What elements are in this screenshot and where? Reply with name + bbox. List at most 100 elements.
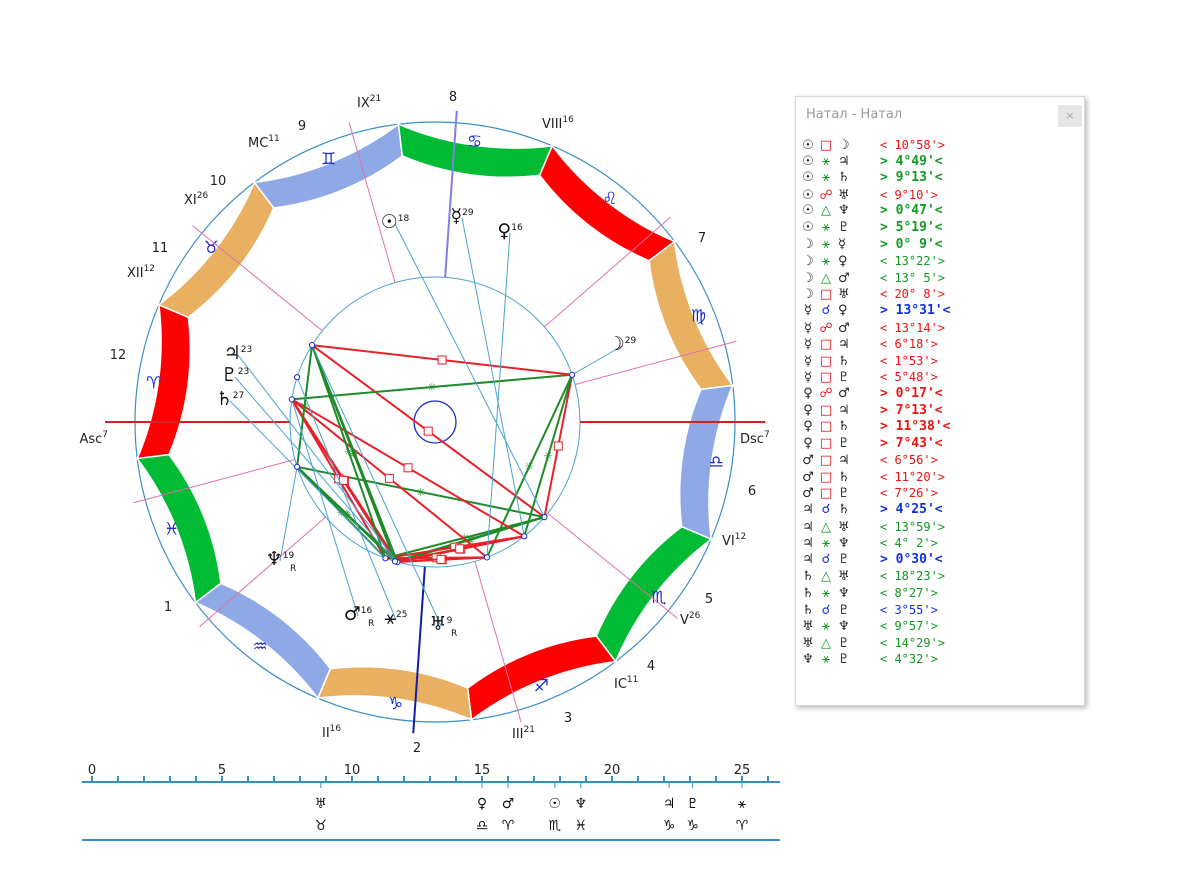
planet-glyph: ♃ <box>838 453 850 469</box>
planet-glyph: ☽ <box>838 138 850 153</box>
aspect-glyph: ☌ <box>821 302 831 318</box>
planet-glyph-saturn: ♄27 <box>216 388 245 410</box>
planet-pointer-line <box>279 466 298 562</box>
aspect-orb: < 13° 5'> <box>880 270 946 285</box>
aspect-row: ☿ ☍ ♂ < 13°14'> <box>800 320 950 337</box>
planet-glyph-sun: ☉18 <box>381 211 410 233</box>
square-mark <box>455 544 465 554</box>
planet-glyph: ☉ <box>802 219 814 235</box>
house-cusp-label: Asc7 <box>79 430 108 447</box>
planet-glyph: ♂ <box>838 320 850 336</box>
aspect-orb: > 7°13'< <box>880 402 943 418</box>
planet-point <box>293 374 301 381</box>
planet-glyph-neptune: ♆19 <box>266 548 295 570</box>
planet-glyph-uranus: ♅9 <box>430 613 453 635</box>
house-number: 6 <box>748 484 756 499</box>
aspect-glyph: △ <box>821 635 831 651</box>
aspect-glyph: △ <box>821 569 831 585</box>
house-cusp-lines <box>105 110 765 734</box>
aspect-glyph: △ <box>821 519 831 535</box>
aspect-glyph: □ <box>819 435 833 451</box>
aspect-row: ☉ ☍ ♅ < 9°10'> <box>800 187 950 204</box>
aspect-window[interactable]: Натал - Натал × ☉ □ ☽ < 10°58'> ☉ ⚹ ♃ > 4°49'< ☉… <box>795 96 1085 706</box>
aspect-mark: ✳ <box>344 446 353 459</box>
ruler-sign-glyph: ♑ <box>663 818 676 834</box>
aspect-row: ♂ □ ♄ < 11°20'> <box>800 469 950 486</box>
planet-glyph: ♃ <box>838 402 850 418</box>
planet-glyph: ♄ <box>838 353 850 369</box>
aspect-orb: > 4°25'< <box>880 502 943 518</box>
zodiac-sign-glyph: ♒ <box>253 637 268 657</box>
planet-layer: ☉18 ☿29♀16☽29♃23♇23♄27♆19R♂16R ⚹25 ♅9R <box>216 205 637 639</box>
planet-glyph: ♃ <box>802 551 814 567</box>
aspect-row: ☽ □ ♅ < 20° 8'> <box>800 286 950 303</box>
house-number: 10 <box>210 174 227 189</box>
house-cusp-label: III21 <box>512 725 535 742</box>
aspect-line <box>311 344 396 562</box>
aspect-mark: ✳ <box>544 450 553 463</box>
house-cusp-label: IC11 <box>614 675 638 692</box>
aspect-glyph: ⚹ <box>822 586 830 602</box>
square-mark <box>423 426 433 436</box>
close-button[interactable]: × <box>1058 105 1082 127</box>
planet-glyph: ♅ <box>802 619 814 635</box>
planet-glyph-mars: ♂16 <box>344 603 373 625</box>
planet-pointer-line <box>234 376 396 562</box>
house-number: 5 <box>705 592 713 607</box>
aspect-row: ♀ □ ♃ > 7°13'< <box>800 403 950 420</box>
aspect-orb: < 4° 2'> <box>880 536 938 551</box>
planet-glyph: ♇ <box>838 486 850 502</box>
aspect-orb: < 18°23'> <box>880 569 946 584</box>
aspect-mark: ✳ <box>465 533 474 546</box>
aspect-grid: ✳✳✳✳✳✳✳✳✳✳✳✳✳✳ <box>290 344 574 565</box>
planet-glyph: ♀ <box>803 402 813 418</box>
aspect-mark: ✳ <box>427 381 436 394</box>
aspect-orb: > 9°13'< <box>880 170 943 186</box>
planet-pointer-line <box>486 232 511 558</box>
aspect-glyph: ☍ <box>819 187 833 203</box>
house-cusp-label: MC11 <box>248 134 280 151</box>
planet-glyph: ♇ <box>838 551 850 567</box>
aspect-glyph: ☍ <box>819 320 833 336</box>
aspect-glyph: ☍ <box>819 385 833 401</box>
house-number: 3 <box>564 711 572 726</box>
planet-glyph: ♅ <box>838 519 850 535</box>
natal-chart: ♈♉♊♋♌♍♎♏♐♑♒♓ ✳✳✳✳✳✳✳✳✳✳✳✳✳✳ ☉18☿29♀16☽29… <box>79 90 780 841</box>
zodiac-sign-glyph: ♉ <box>204 238 219 258</box>
planet-glyph: ♃ <box>838 337 850 353</box>
aspect-row: ☉ ⚹ ♄ > 9°13'< <box>800 170 950 187</box>
house-number: 7 <box>698 231 706 246</box>
aspect-window-title: Натал - Натал <box>806 107 903 122</box>
aspect-line <box>523 374 574 537</box>
aspect-orb: < 1°53'> <box>880 353 938 368</box>
planet-point <box>391 558 399 565</box>
planet-glyph: ♄ <box>838 502 850 518</box>
planet-point <box>293 463 301 470</box>
ruler-tick-label: 25 <box>734 763 751 778</box>
planet-glyph: ☿ <box>804 353 812 369</box>
house-number: 9 <box>298 119 306 134</box>
aspect-row: ☿ □ ♄ < 1°53'> <box>800 353 950 370</box>
ruler-planet-glyph: ☉ <box>549 796 562 812</box>
zodiac-sign-glyph: ♌ <box>602 189 617 209</box>
planet-glyph: ☉ <box>802 203 814 219</box>
aspect-glyph: □ <box>819 469 833 485</box>
aspect-glyph: □ <box>819 419 833 435</box>
house-cusp-line <box>133 459 296 504</box>
aspect-row: ♂ □ ♇ < 7°26'> <box>800 485 950 502</box>
aspect-orb: < 9°10'> <box>880 187 938 202</box>
planet-glyph: ♄ <box>838 469 850 485</box>
house-cusp-labels: Asc7 II16 III21 IC11 V26 VI12 Dsc7 VIII16 IX21 MC… <box>79 90 769 756</box>
ruler-tick-label: 0 <box>88 763 96 778</box>
square-mark <box>553 441 563 451</box>
zodiac-sign-glyph: ♍ <box>691 307 706 327</box>
aspect-mark: ✳ <box>341 508 350 521</box>
planet-glyph: ☿ <box>804 337 812 353</box>
aspect-line <box>296 466 396 563</box>
aspect-orb: < 5°48'> <box>880 370 938 385</box>
aspect-row: ☿ □ ♃ < 6°18'> <box>800 336 950 353</box>
aspect-row: ♅ ⚹ ♆ < 9°57'> <box>800 618 950 635</box>
aspect-row: ♄ △ ♅ < 18°23'> <box>800 568 950 585</box>
planet-glyph: ☉ <box>802 170 814 186</box>
aspect-glyph: △ <box>821 270 831 286</box>
